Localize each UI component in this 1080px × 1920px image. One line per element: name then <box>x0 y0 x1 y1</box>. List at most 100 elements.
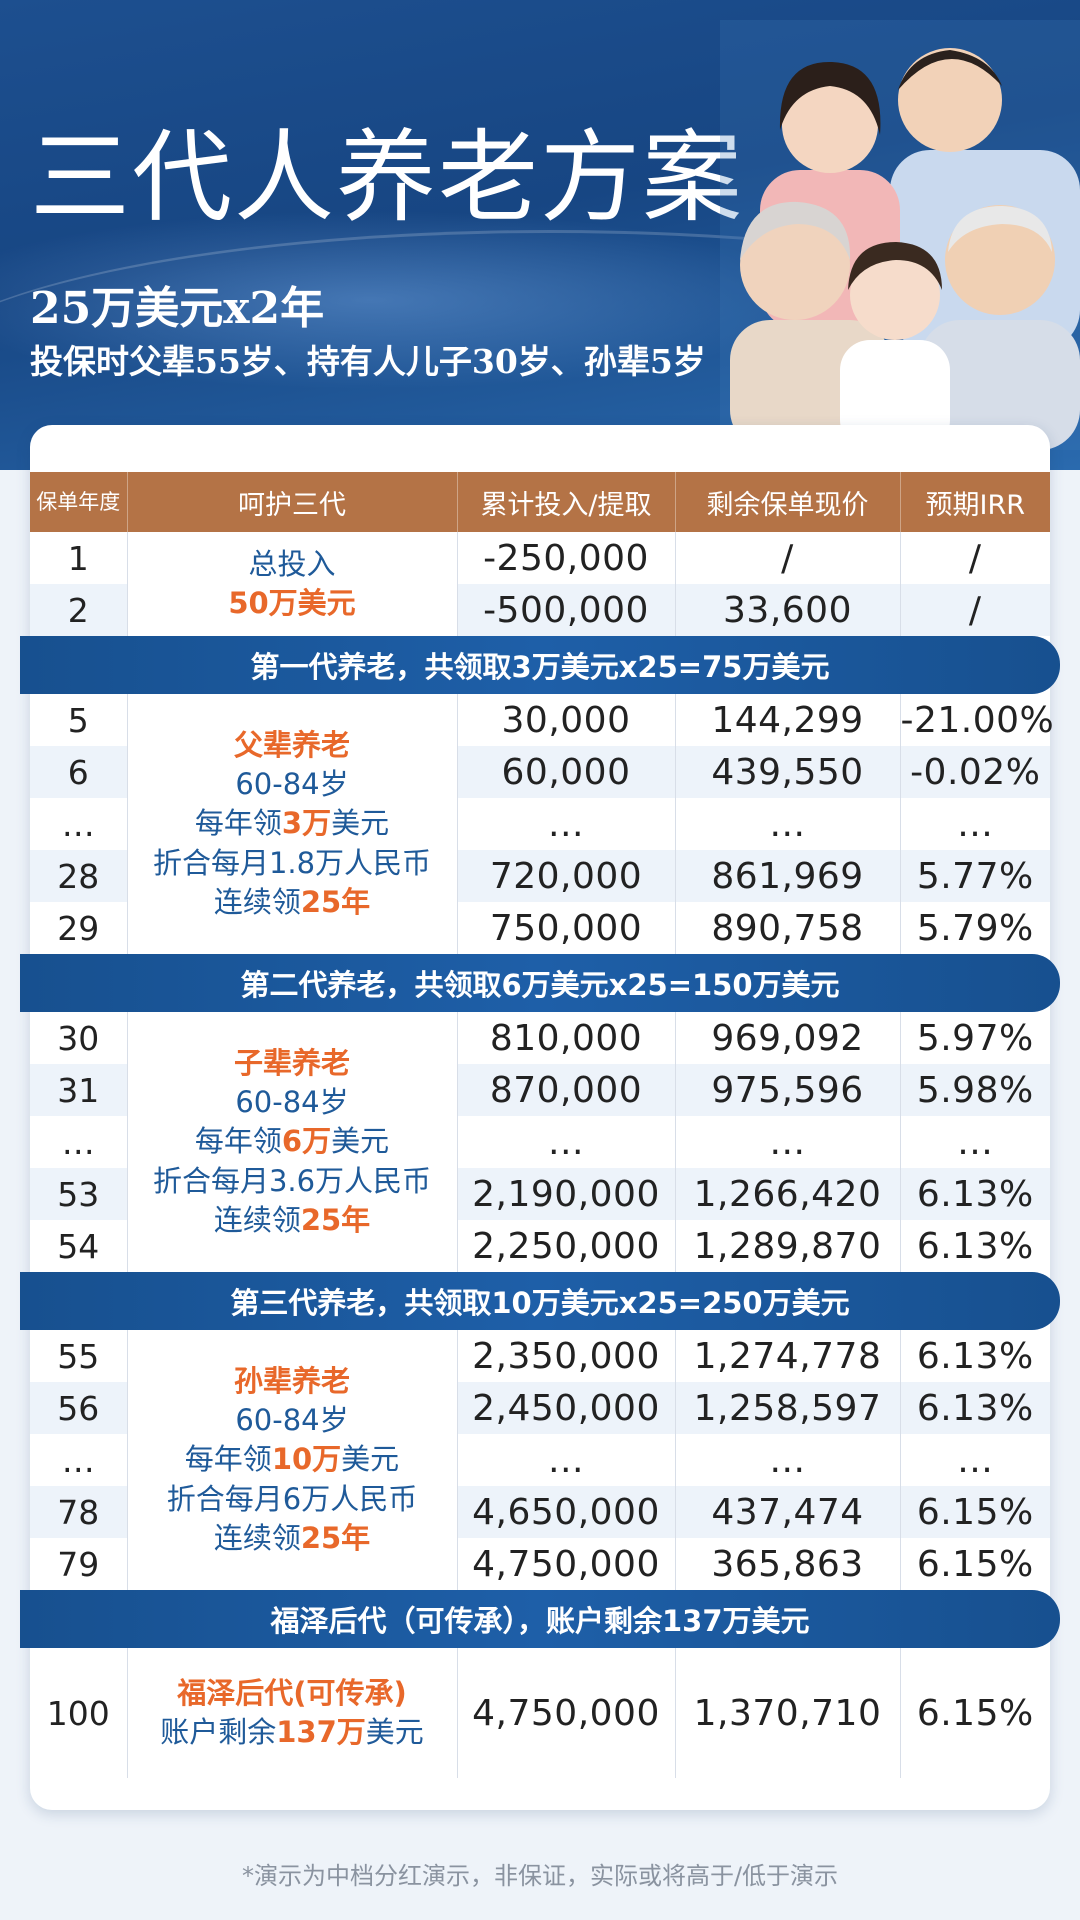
table-row: 29 750,000 890,758 5.79% <box>30 902 1050 954</box>
cell-cash-value: 439,550 <box>675 746 901 798</box>
cell-year: … <box>30 1434 128 1486</box>
family-photo <box>720 20 1080 450</box>
section-legacy-desc: 福泽后代(可传承) 账户剩余137万美元 <box>127 1648 458 1778</box>
gen1-age: 60-84岁 <box>235 767 349 802</box>
cell-irr: 5.77% <box>900 850 1050 902</box>
cell-year: 5 <box>30 694 128 746</box>
cell-year: 78 <box>30 1486 128 1538</box>
cell-cumulative: -500,000 <box>457 584 676 636</box>
gen3-years-amount: 25年 <box>300 1520 371 1555</box>
cell-cash-value: 1,258,597 <box>675 1382 901 1434</box>
section-gen3-desc: 孙辈养老 60-84岁 每年领10万美元 折合每月6万人民币 连续领25年 <box>127 1330 458 1590</box>
table-row: 6 60,000 439,550 -0.02% <box>30 746 1050 798</box>
cell-year: 2 <box>30 584 128 636</box>
cell-irr: 5.97% <box>916 1017 1034 1059</box>
cell-irr: 6.13% <box>900 1168 1050 1220</box>
cell-cash-value: 890,758 <box>675 902 901 954</box>
table-row: 54 2,250,000 1,289,870 6.13% <box>30 1220 1050 1272</box>
table-row: 79 4,750,000 365,863 6.15% <box>30 1538 1050 1590</box>
gen2-years-amount: 25年 <box>300 1202 371 1237</box>
gen2-years-pre: 连续领 <box>213 1202 301 1237</box>
table-row: 31 870,000 975,596 5.98% <box>30 1064 1050 1116</box>
cell-irr: 6.15% <box>916 1692 1034 1734</box>
cell-year: 31 <box>30 1064 128 1116</box>
table-row: 78 4,650,000 437,474 6.15% <box>30 1486 1050 1538</box>
column-header-cash-value: 剩余保单现价 <box>675 472 901 532</box>
cell-irr: … <box>957 803 994 845</box>
cell-cash-value: 975,596 <box>675 1064 901 1116</box>
table-row: 5 父辈养老 60-84岁 每年领3万美元 折合每月1.8万人民币 连续领25年… <box>30 694 1054 954</box>
cell-year: 1 <box>30 532 128 584</box>
gen3-years-pre: 连续领 <box>213 1520 301 1555</box>
table-row: 1 总投入 50万美元 -250,000 / / <box>30 532 1050 636</box>
gen3-title: 孙辈养老 <box>233 1364 350 1399</box>
cell-cumulative: 4,750,000 <box>457 1648 676 1778</box>
cell-irr: 6.13% <box>916 1225 1034 1267</box>
cell-cash-value: 1,370,710 <box>675 1648 901 1778</box>
section-total-desc: 总投入 50万美元 <box>127 532 458 636</box>
column-header-irr: 预期IRR <box>900 472 1050 532</box>
cell-irr: … <box>957 1121 994 1163</box>
cell-cash-value: 33,600 <box>675 584 901 636</box>
cell-irr: 5.98% <box>900 1064 1050 1116</box>
cell-year: 28 <box>30 850 128 902</box>
gen2-yearly-pre: 每年领 <box>194 1124 282 1159</box>
gen3-age: 60-84岁 <box>235 1403 349 1438</box>
cell-irr: / <box>900 584 1050 636</box>
cell-irr: 6.15% <box>900 1486 1050 1538</box>
gen2-yearly-amount: 6万 <box>281 1124 332 1159</box>
gen1-yearly: 每年领3万美元 <box>128 804 457 843</box>
cell-year: 55 <box>30 1330 128 1382</box>
total-invest-label: 总投入 <box>248 546 336 581</box>
gen1-years-pre: 连续领 <box>213 884 301 919</box>
cell-irr: 6.13% <box>900 1382 1050 1434</box>
table-row: 100 福泽后代(可传承) 账户剩余137万美元 4,750,000 1,370… <box>30 1648 1050 1778</box>
section-banner-row: 第三代养老，共领取10万美元x25=250万美元 <box>20 1272 1060 1330</box>
table-header-row: 保单年度 呵护三代 累计投入/提取 剩余保单现价 预期IRR <box>30 472 1050 532</box>
cell-cumulative: 30,000 <box>457 694 676 746</box>
section-banner-row: 第二代养老，共领取6万美元x25=150万美元 <box>20 954 1060 1012</box>
legacy-remaining-pre: 账户剩余 <box>160 1715 277 1749</box>
gen2-years: 连续领25年 <box>128 1201 457 1240</box>
page-title: 三代人养老方案 <box>30 119 744 236</box>
cell-cumulative: 2,350,000 <box>457 1330 676 1382</box>
table-row: 2 -500,000 33,600 / <box>30 584 1050 636</box>
section-banner-gen1: 第一代养老，共领取3万美元x25=75万美元 <box>20 636 1060 694</box>
table-row: 56 2,450,000 1,258,597 6.13% <box>30 1382 1050 1434</box>
cell-cash-value: 861,969 <box>675 850 901 902</box>
section-banner-gen2: 第二代养老，共领取6万美元x25=150万美元 <box>20 954 1060 1012</box>
cell-cash-value: … <box>675 1434 901 1486</box>
section-banner-legacy: 福泽后代（可传承），账户剩余137万美元 <box>20 1590 1060 1648</box>
gen2-monthly: 折合每月3.6万人民币 <box>152 1163 432 1198</box>
cell-cumulative: … <box>457 1116 676 1168</box>
cell-year: 29 <box>30 902 128 954</box>
cell-year: 100 <box>30 1648 128 1778</box>
cell-irr: -0.02% <box>900 746 1050 798</box>
cell-cash-value: 1,289,870 <box>675 1220 901 1272</box>
disclaimer-footnote: *演示为中档分红演示，非保证，实际或将高于/低于演示 <box>241 1862 839 1890</box>
cell-cash-value: 1,274,778 <box>675 1330 901 1382</box>
total-invest-amount: 50万美元 <box>228 586 356 620</box>
cell-cumulative: … <box>457 1434 676 1486</box>
gen2-title: 子辈养老 <box>233 1046 350 1081</box>
gen1-yearly-post: 美元 <box>331 806 390 841</box>
cell-irr: / <box>968 537 982 579</box>
gen3-yearly: 每年领10万美元 <box>128 1440 457 1479</box>
gen3-yearly-amount: 10万 <box>271 1442 342 1477</box>
cell-cumulative: -250,000 <box>457 532 676 584</box>
legacy-remaining-post: 美元 <box>365 1715 424 1749</box>
column-header-cumulative: 累计投入/提取 <box>457 472 676 532</box>
cell-year: 30 <box>30 1012 128 1064</box>
cell-cumulative: 750,000 <box>457 902 676 954</box>
cell-year: 56 <box>30 1382 128 1434</box>
table-row: … … … … <box>30 1434 1050 1486</box>
gen2-yearly-post: 美元 <box>331 1124 390 1159</box>
gen2-age: 60-84岁 <box>235 1085 349 1120</box>
legacy-remaining: 账户剩余137万美元 <box>128 1713 457 1752</box>
cell-cash-value: 1,266,420 <box>675 1168 901 1220</box>
plan-table-card: 保单年度 呵护三代 累计投入/提取 剩余保单现价 预期IRR 1 总投入 50万… <box>20 425 1060 1810</box>
cell-cumulative: 4,750,000 <box>457 1538 676 1590</box>
cell-year: … <box>30 798 128 850</box>
gen1-years-amount: 25年 <box>300 884 371 919</box>
gen3-yearly-post: 美元 <box>341 1442 400 1477</box>
